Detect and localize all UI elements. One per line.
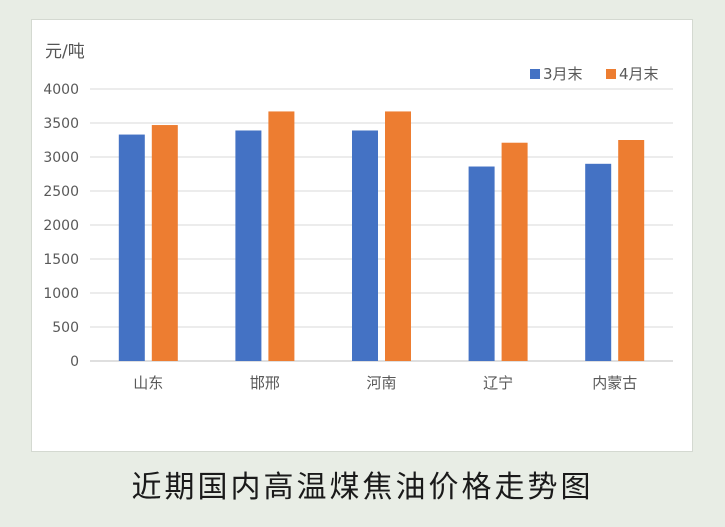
- bar-march: [352, 130, 378, 361]
- y-tick-label: 3000: [43, 150, 79, 166]
- x-tick-label: 内蒙古: [592, 374, 637, 392]
- x-tick-label: 山东: [133, 374, 163, 392]
- y-tick-label: 3500: [43, 116, 79, 132]
- y-tick-label: 0: [70, 354, 79, 370]
- legend-swatch: [606, 69, 616, 79]
- y-tick-label: 1000: [43, 286, 79, 302]
- x-tick-label: 河南: [366, 374, 396, 392]
- y-tick-label: 4000: [43, 82, 79, 98]
- chart-caption: 近期国内高温煤焦油价格走势图: [131, 470, 594, 505]
- y-unit-label: 元/吨: [45, 42, 85, 62]
- bar-march: [235, 130, 262, 361]
- bar-march: [585, 163, 612, 361]
- bar-april: [268, 111, 295, 361]
- legend-swatch: [530, 69, 540, 79]
- bar-april: [501, 142, 528, 361]
- y-tick-label: 500: [52, 320, 79, 336]
- y-tick-label: 2500: [43, 184, 79, 200]
- y-tick-label: 2000: [43, 218, 79, 234]
- bar-april: [618, 140, 645, 361]
- x-tick-label: 邯邢: [250, 374, 280, 392]
- bar-april: [385, 111, 411, 361]
- x-tick-label: 辽宁: [483, 374, 513, 392]
- bar-march: [468, 166, 495, 361]
- y-tick-label: 1500: [43, 252, 79, 268]
- legend-label: 4月末: [619, 65, 659, 83]
- legend-label: 3月末: [543, 65, 583, 83]
- bar-april: [151, 125, 178, 361]
- bar-march: [118, 134, 145, 361]
